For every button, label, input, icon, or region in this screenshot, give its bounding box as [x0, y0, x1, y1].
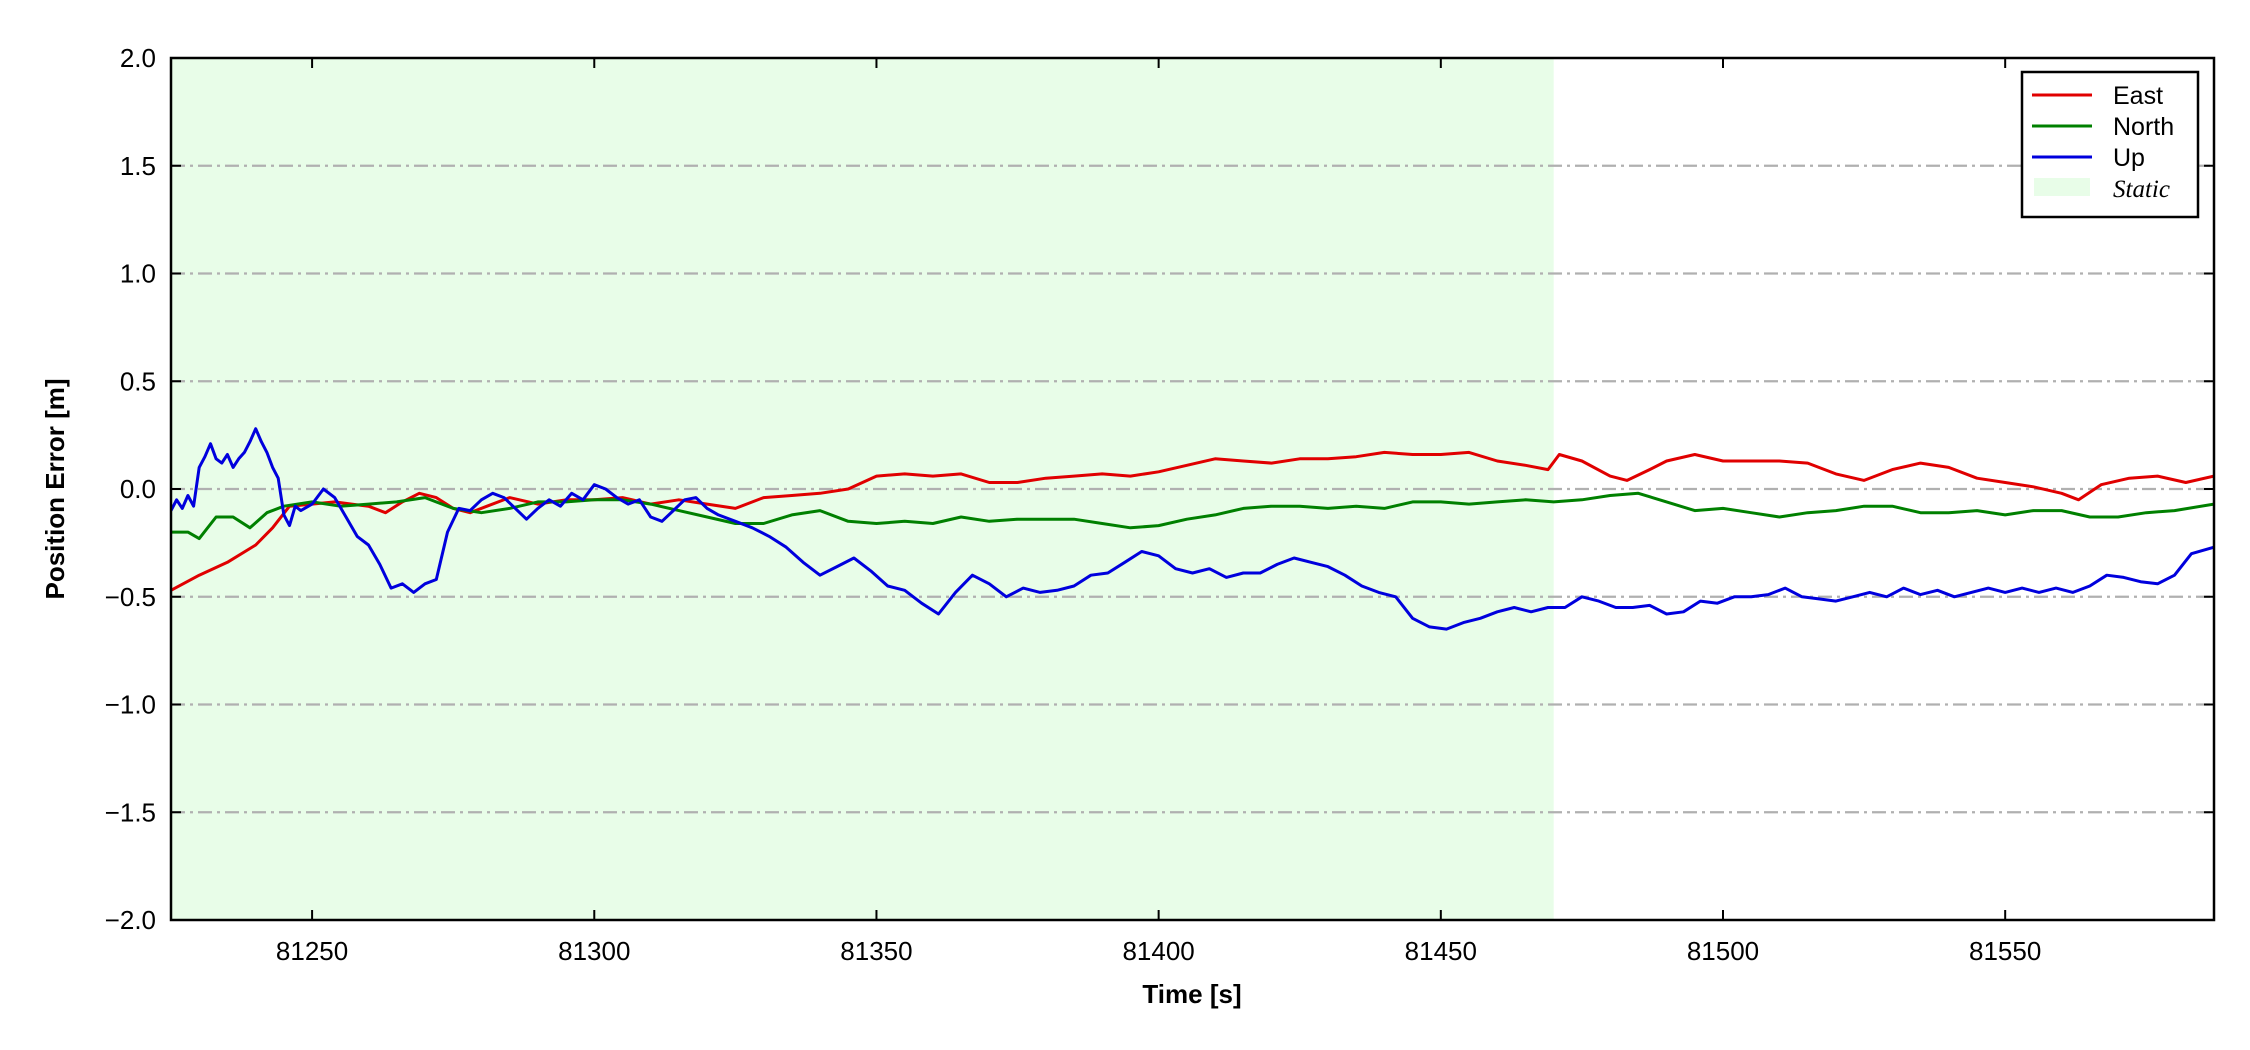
y-tick-label: −2.0 — [105, 905, 156, 935]
y-tick-label: 2.0 — [120, 43, 156, 73]
y-axis-title: Position Error [m] — [40, 378, 70, 599]
y-tick-label: 0.5 — [120, 366, 156, 396]
x-tick-label: 81550 — [1969, 936, 2041, 966]
legend: East North Up Static — [2020, 70, 2200, 219]
x-axis-title: Time [s] — [1142, 979, 1241, 1009]
x-axis-ticks: 81250 81300 81350 81400 81450 81500 81550 — [276, 58, 2041, 966]
series-line-north — [171, 491, 2214, 541]
x-tick-label: 81450 — [1405, 936, 1477, 966]
series-line-up — [171, 427, 2214, 631]
x-tick-label: 81350 — [840, 936, 912, 966]
legend-swatch-static — [2034, 178, 2090, 196]
series-line-east — [171, 450, 2214, 592]
x-tick-label: 81250 — [276, 936, 348, 966]
y-tick-label: −1.5 — [105, 797, 156, 827]
legend-label-static: Static — [2113, 176, 2170, 203]
y-tick-label: 1.0 — [120, 259, 156, 289]
x-tick-label: 81300 — [558, 936, 630, 966]
x-tick-label: 81400 — [1122, 936, 1194, 966]
y-tick-label: −0.5 — [105, 582, 156, 612]
y-axis-ticks: −2.0 −1.5 −1.0 −0.5 0.0 0.5 1.0 1.5 2.0 — [105, 43, 2214, 935]
legend-label-north: North — [2113, 113, 2174, 141]
series-lines — [171, 427, 2214, 631]
y-tick-label: 1.5 — [120, 151, 156, 181]
y-tick-label: −1.0 — [105, 690, 156, 720]
horizontal-gridlines — [171, 164, 2214, 814]
legend-label-up: Up — [2113, 144, 2145, 172]
x-tick-label: 81500 — [1687, 936, 1759, 966]
static-shaded-region — [171, 58, 1554, 920]
y-tick-label: 0.0 — [120, 474, 156, 504]
legend-label-east: East — [2113, 82, 2163, 110]
